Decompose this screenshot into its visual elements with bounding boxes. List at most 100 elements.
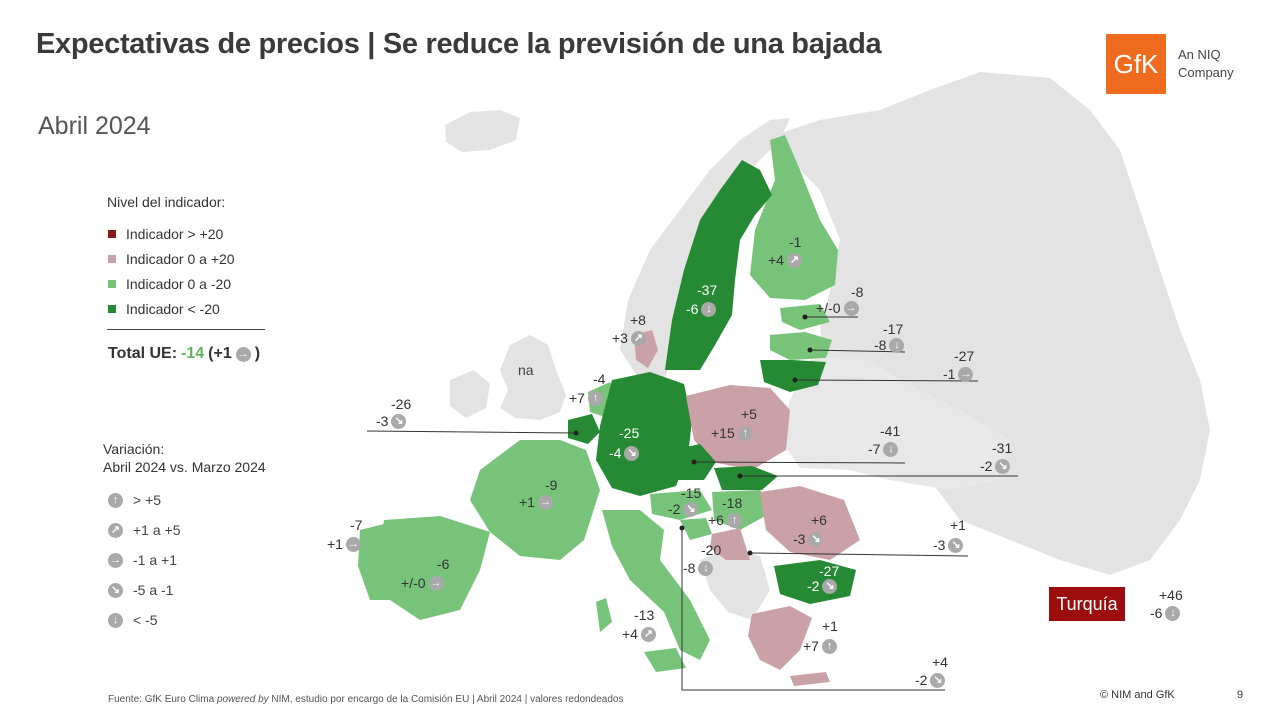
germany-change: -4 ↘ — [609, 445, 640, 461]
leader-lithuania — [794, 379, 979, 382]
norway-shape — [620, 118, 790, 380]
arrow-up-icon: ↑ — [108, 492, 123, 508]
arrow-down-right-icon: ↘ — [624, 445, 640, 461]
dot-czechia — [691, 459, 697, 465]
arrow-up-icon: ↑ — [726, 512, 742, 528]
france-value: -9 — [545, 477, 558, 493]
dot-lithuania — [792, 377, 798, 383]
slovenia-change: -8 ↓ — [683, 560, 714, 576]
legend-item-high: Indicador > +20 — [108, 226, 223, 242]
arrow-down-icon: ↓ — [883, 441, 899, 457]
poland-value: +5 — [741, 406, 757, 422]
denmark-change: +3 ↗ — [612, 330, 646, 346]
italy-shape — [602, 510, 710, 660]
legend-title: Nivel del indicador: — [107, 194, 226, 210]
spain-change: +/-0 → — [401, 575, 444, 591]
legend-swatch — [108, 305, 116, 313]
source-text: Fuente: GfK Euro Clima — [108, 694, 215, 705]
total-eu: Total UE: -14 (+1 → ) — [108, 345, 260, 363]
source-powered-by: powered by — [216, 694, 269, 705]
arrow-down-right-icon: ↘ — [948, 537, 964, 553]
romania-value: +6 — [811, 512, 827, 528]
arrow-right-icon: → — [537, 494, 553, 510]
legend-label: Indicador 0 a +20 — [126, 251, 235, 267]
variation-item: → -1 a +1 — [108, 552, 177, 568]
romania-change: -3 ↘ — [793, 531, 824, 547]
bulgaria-value: -27 — [819, 563, 840, 579]
arrow-down-icon: ↓ — [698, 560, 714, 576]
logo-tagline-line-1: An NIQ — [1178, 47, 1221, 62]
france-change: +1 → — [519, 494, 553, 510]
sweden-value: -37 — [697, 282, 718, 298]
arrow-down-icon: ↓ — [108, 612, 123, 628]
denmark-value: +8 — [630, 312, 646, 328]
variation-title-line-1: Variación: — [103, 441, 165, 457]
dot-latvia — [807, 347, 813, 353]
croatia-value: +1 — [950, 517, 966, 533]
legend-item-mid-positive: Indicador 0 a +20 — [108, 251, 235, 267]
portugal-value: -7 — [350, 517, 363, 533]
czechia-value: -41 — [880, 423, 901, 439]
france-shape — [470, 440, 600, 560]
greece-shape — [748, 606, 812, 670]
arrow-right-icon: → — [235, 346, 251, 362]
legend-swatch — [108, 280, 116, 288]
sweden-change: -6 ↓ — [686, 301, 717, 317]
austria-value: -15 — [681, 485, 702, 501]
netherlands-value: -4 — [593, 371, 606, 387]
finland-value: -1 — [789, 234, 802, 250]
italy-value: -13 — [634, 607, 655, 623]
arrow-down-right-icon: ↘ — [808, 531, 824, 547]
portugal-change: +1 → — [327, 536, 361, 552]
ireland-shape — [450, 370, 490, 418]
bulgaria-shape — [774, 560, 856, 604]
slovakia-change: -2 ↘ — [980, 458, 1011, 474]
leader-belgium — [366, 430, 577, 434]
leader-malta — [681, 528, 945, 691]
total-change-close: ) — [254, 345, 261, 362]
arrow-up-right-icon: ↗ — [786, 252, 802, 268]
legend-item-low: Indicador < -20 — [108, 301, 220, 317]
lithuania-value: -27 — [954, 348, 975, 364]
arrow-down-right-icon: ↘ — [108, 582, 123, 598]
netherlands-change: +7 ↑ — [569, 390, 603, 406]
logo-tagline-line-2: Company — [1178, 65, 1234, 80]
dot-croatia — [747, 550, 753, 556]
variation-title-line-2: Abril 2024 vs. Marzo 2024 — [103, 459, 266, 475]
gfk-logo: GfK — [1106, 34, 1166, 94]
legend-swatch — [108, 230, 116, 238]
latvia-shape — [770, 332, 832, 360]
hungary-value: -18 — [722, 495, 743, 511]
uk-shape — [500, 335, 566, 420]
variation-label: -1 a +1 — [133, 552, 177, 568]
finland-change: +4 ↗ — [768, 252, 802, 268]
arrow-up-right-icon: ↗ — [630, 330, 646, 346]
croatia-change: -3 ↘ — [933, 537, 964, 553]
bulgaria-change: -2 ↘ — [807, 578, 838, 594]
belarus-ukraine-shape — [780, 355, 1010, 490]
balkans-shape — [700, 548, 770, 620]
arrow-up-right-icon: ↗ — [108, 522, 123, 538]
arrow-up-right-icon: ↗ — [640, 626, 656, 642]
estonia-change: +/-0 → — [816, 300, 859, 316]
sicily-shape — [644, 648, 686, 672]
latvia-value: -17 — [883, 321, 904, 337]
arrow-down-right-icon: ↘ — [822, 578, 838, 594]
italy-change: +4 ↗ — [622, 626, 656, 642]
page-subtitle: Abril 2024 — [38, 112, 151, 140]
crete-shape — [790, 672, 830, 686]
dot-slovakia — [737, 473, 743, 479]
total-change: (+1 — [208, 345, 232, 362]
belgium-shape — [568, 414, 600, 444]
leader-latvia — [809, 349, 906, 353]
variation-item: ↘ -5 a -1 — [108, 582, 173, 598]
variation-label: > +5 — [133, 492, 162, 508]
poland-shape — [686, 385, 790, 470]
arrow-right-icon: → — [345, 536, 361, 552]
croatia-shape — [710, 528, 750, 560]
dot-malta — [679, 525, 685, 531]
slovenia-value: -20 — [701, 542, 722, 558]
lithuania-shape — [760, 360, 826, 392]
arrow-down-right-icon: ↘ — [930, 672, 946, 688]
variation-legend-title: Variación: Abril 2024 vs. Marzo 2024 — [103, 440, 266, 476]
